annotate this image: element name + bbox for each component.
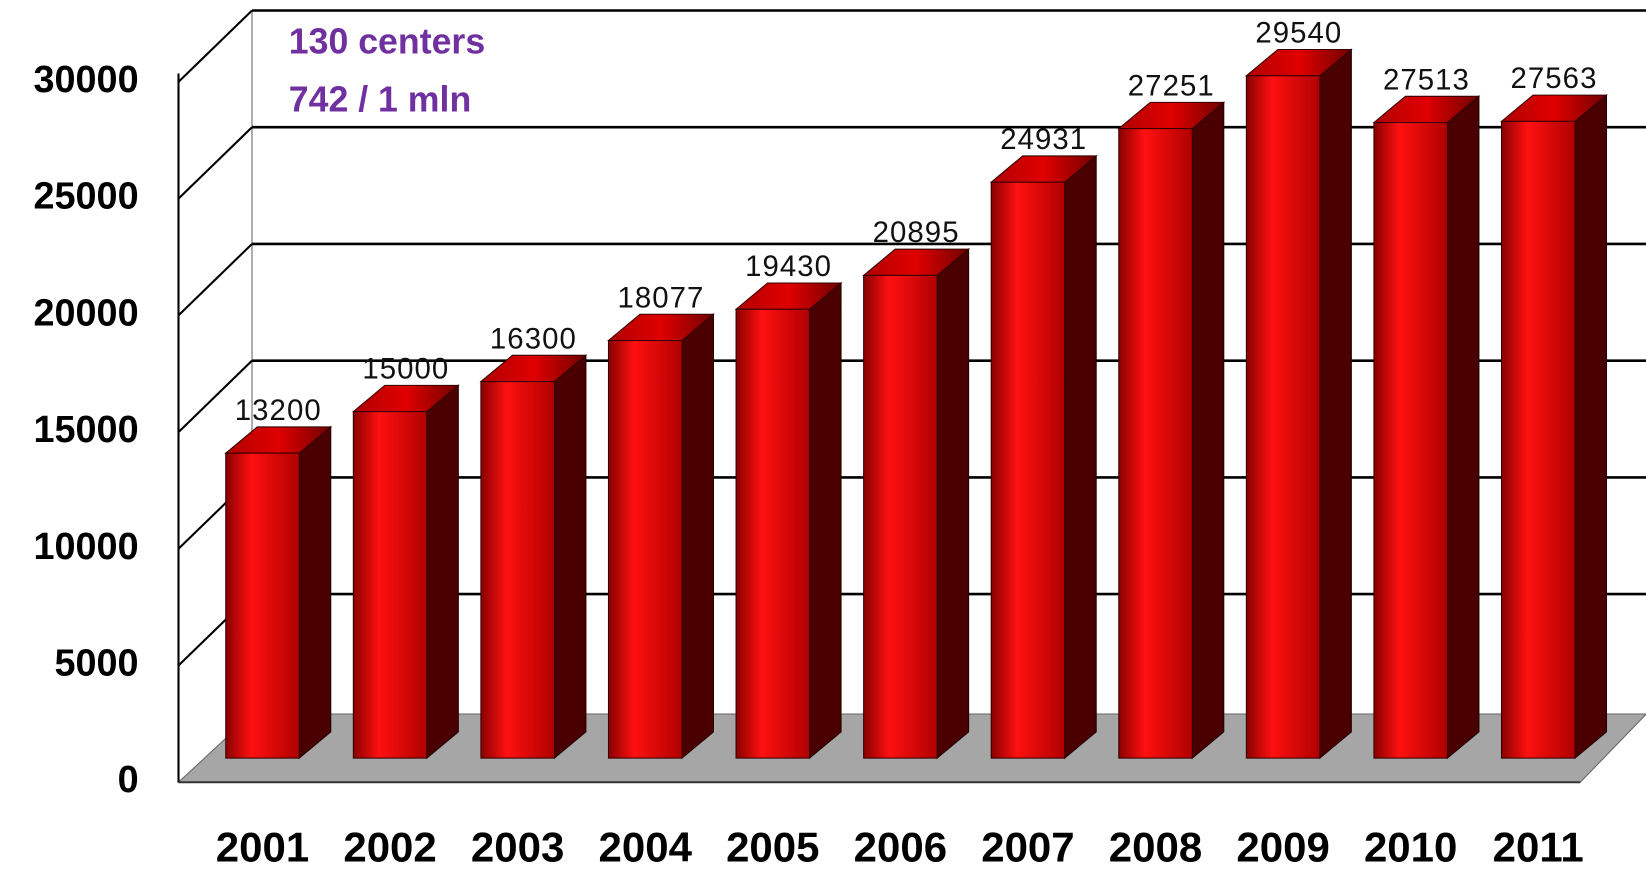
bar xyxy=(1373,122,1448,759)
bar-side xyxy=(681,313,714,760)
x-tick-label: 2008 xyxy=(1109,824,1202,871)
data-label: 29540 xyxy=(1255,17,1342,50)
grid-line xyxy=(177,243,253,317)
y-tick-label: 30000 xyxy=(33,59,138,101)
bar xyxy=(607,339,683,759)
bar xyxy=(480,381,555,759)
bar xyxy=(1118,128,1193,759)
grid-line xyxy=(177,359,253,433)
x-tick-label: 2007 xyxy=(981,824,1074,871)
x-tick-label: 2011 xyxy=(1493,824,1584,871)
y-tick-label: 20000 xyxy=(33,292,138,334)
annotation: 742 / 1 mln xyxy=(289,79,472,119)
bar xyxy=(990,181,1066,759)
bar-side xyxy=(809,281,842,760)
bar xyxy=(735,308,811,759)
x-tick-label: 2010 xyxy=(1364,824,1457,871)
bar-side xyxy=(298,425,332,760)
x-tick-label: 2005 xyxy=(726,824,819,871)
data-label: 18077 xyxy=(618,281,705,314)
bar xyxy=(1500,120,1576,759)
data-label: 24931 xyxy=(1000,123,1087,156)
y-tick-label: 10000 xyxy=(33,526,138,568)
bar xyxy=(352,411,428,759)
data-label: 15000 xyxy=(362,352,449,385)
bar-side xyxy=(426,384,459,760)
y-tick-label: 5000 xyxy=(55,643,139,685)
data-label: 19430 xyxy=(745,250,832,283)
data-label: 27251 xyxy=(1128,69,1215,102)
bar xyxy=(225,452,300,759)
annotation: 130 centers xyxy=(289,22,485,62)
y-tick-label: 25000 xyxy=(33,176,138,218)
y-tick-label: 15000 xyxy=(33,409,138,451)
bar-side xyxy=(1319,48,1352,760)
bar-side xyxy=(1446,95,1480,760)
bar xyxy=(863,274,938,759)
x-tick-label: 2006 xyxy=(854,824,947,871)
plot-area: 130 centers 742 / 1 mln 0 5000 10000 15000 2… xyxy=(33,9,1646,871)
data-label: 16300 xyxy=(490,322,577,355)
x-tick-label: 2004 xyxy=(599,824,693,871)
bar-side xyxy=(1191,101,1225,760)
bar-side xyxy=(1574,94,1608,760)
data-label: 27513 xyxy=(1383,63,1470,96)
y-tick-label: 0 xyxy=(118,759,139,801)
data-label: 20895 xyxy=(873,216,960,249)
x-tick-label: 2009 xyxy=(1236,824,1329,871)
grid-line xyxy=(177,126,253,200)
bar-side xyxy=(1064,154,1097,760)
bar-side xyxy=(553,354,587,760)
grid-line xyxy=(177,9,253,83)
bar xyxy=(1245,75,1321,759)
data-label: 27563 xyxy=(1511,62,1598,95)
x-tick-label: 2002 xyxy=(343,824,436,871)
x-tick-label: 2003 xyxy=(471,824,564,871)
data-label: 13200 xyxy=(235,394,322,427)
x-tick-label: 2001 xyxy=(216,824,309,871)
bar-side xyxy=(936,248,970,760)
